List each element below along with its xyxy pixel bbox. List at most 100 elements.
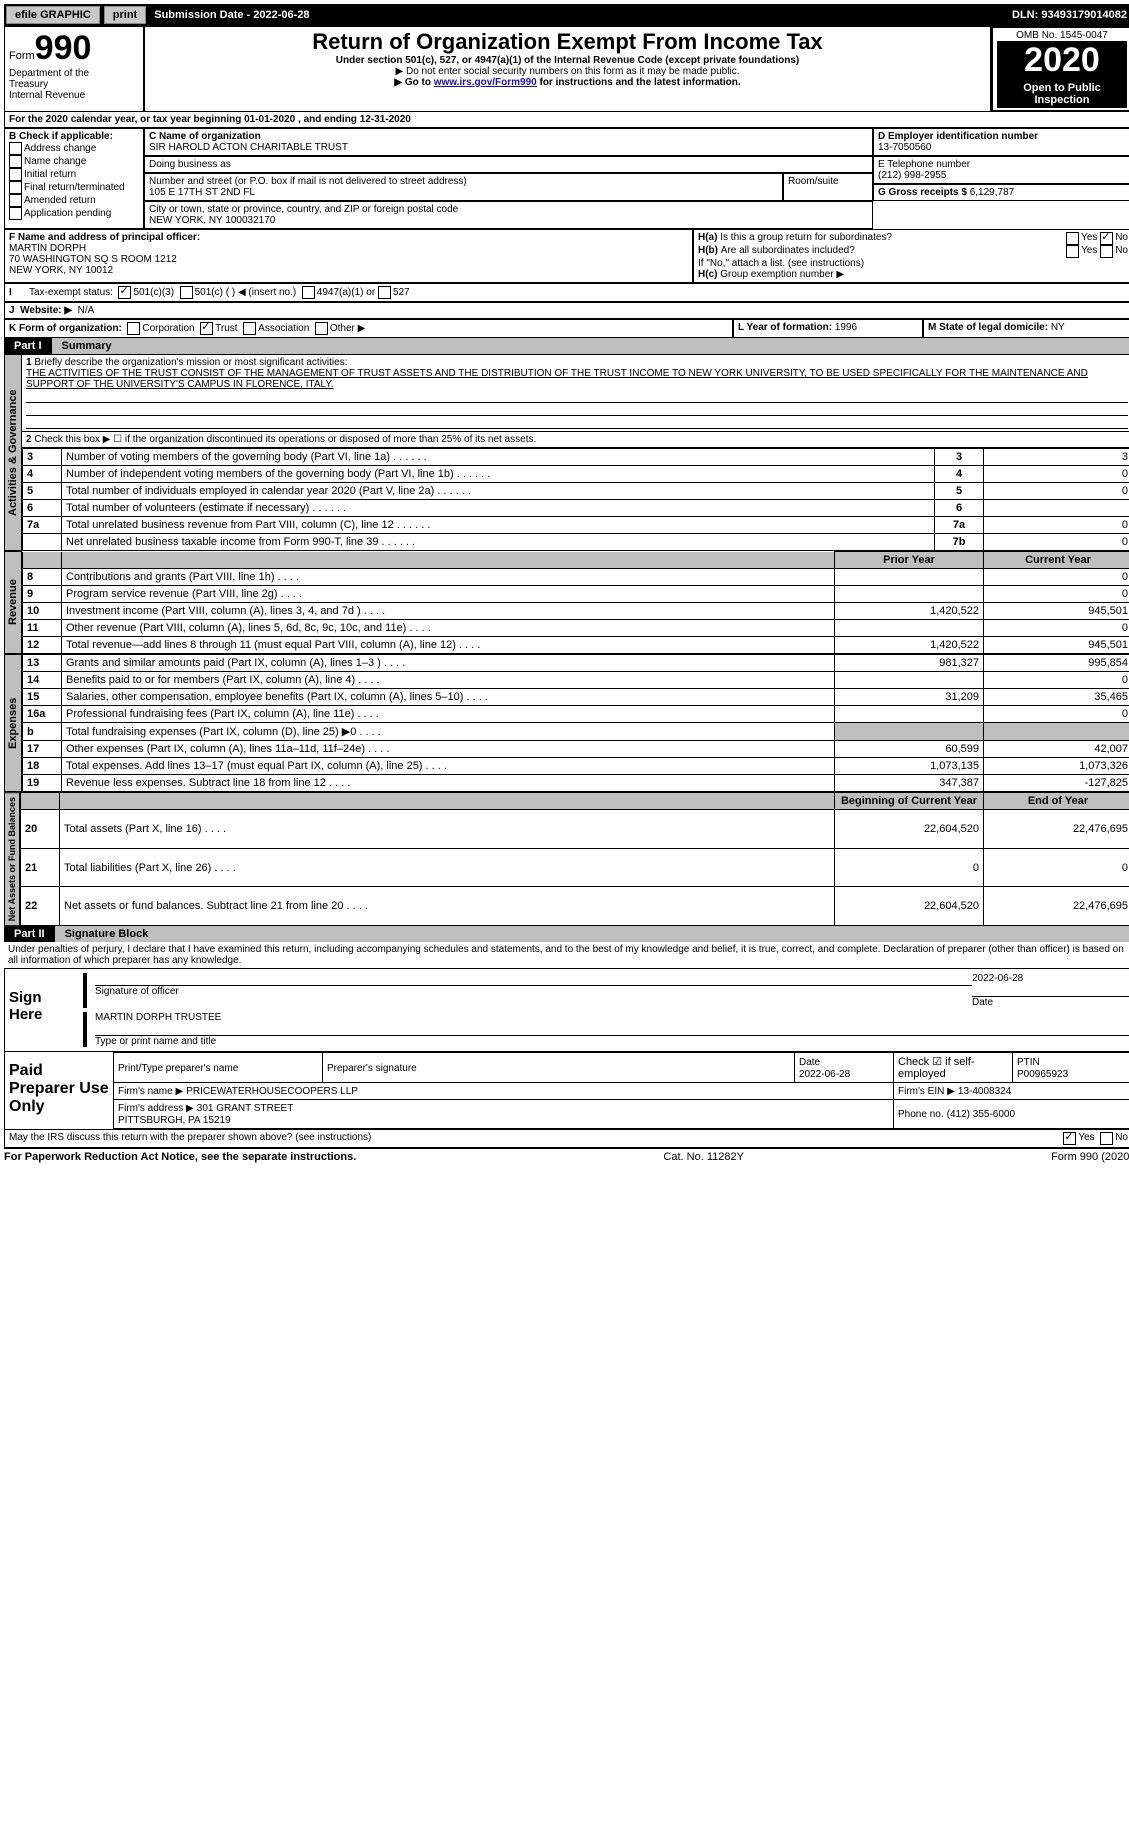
box-k-label: K Form of organization: (9, 323, 122, 334)
part1-header: Part I Summary (4, 338, 1129, 354)
checkbox-name-change[interactable] (9, 155, 22, 168)
city-label: City or town, state or province, country… (149, 204, 868, 215)
mission-text: THE ACTIVITIES OF THE TRUST CONSIST OF T… (26, 368, 1088, 390)
checkbox-amended[interactable] (9, 194, 22, 207)
table-row: 14Benefits paid to or for members (Part … (23, 672, 1129, 689)
table-row: 19Revenue less expenses. Subtract line 1… (23, 775, 1129, 792)
website-value: N/A (78, 305, 95, 316)
form-word: Form (9, 50, 35, 62)
ha-tag: H(a) (698, 232, 717, 245)
prep-name-label: Print/Type preparer's name (118, 1063, 238, 1074)
footer-mid: Cat. No. 11282Y (663, 1151, 744, 1163)
dln-label: DLN: (1012, 9, 1041, 21)
cb-527[interactable] (378, 286, 391, 299)
table-row: 16aProfessional fundraising fees (Part I… (23, 706, 1129, 723)
table-row: 20Total assets (Part X, line 16) . . . .… (21, 810, 1129, 849)
checkbox-address-change[interactable] (9, 142, 22, 155)
firm-name-label: Firm's name ▶ (118, 1086, 183, 1097)
firm-addr1: 301 GRANT STREET (197, 1103, 294, 1114)
hb-no: No (1115, 245, 1128, 258)
table-row: 5Total number of individuals employed in… (23, 483, 1129, 500)
note2-post: for instructions and the latest informat… (537, 77, 741, 88)
governance-table: 3Number of voting members of the governi… (22, 448, 1129, 551)
officer-name-title: MARTIN DORPH TRUSTEE (95, 1012, 1129, 1023)
ha-text: Is this a group return for subordinates? (720, 232, 1066, 245)
discuss-text: May the IRS discuss this return with the… (9, 1132, 1063, 1145)
cb-501c3[interactable] (118, 286, 131, 299)
street-value: 105 E 17TH ST 2ND FL (149, 187, 778, 198)
firm-phone: (412) 355-6000 (947, 1109, 1015, 1120)
discuss-yes-checkbox[interactable] (1063, 1132, 1076, 1145)
opt-assoc: Association (258, 323, 309, 334)
table-row: 11Other revenue (Part VIII, column (A), … (23, 620, 1129, 637)
table-row: 18Total expenses. Add lines 13–17 (must … (23, 758, 1129, 775)
cb-corp[interactable] (127, 322, 140, 335)
tab-expenses: Expenses (4, 654, 22, 792)
firm-ein: 13-4008324 (958, 1086, 1011, 1097)
box-l-label: L Year of formation: (738, 322, 832, 333)
hc-tag: H(c) (698, 269, 717, 280)
form990-link[interactable]: www.irs.gov/Form990 (434, 77, 537, 88)
checkbox-app-pending[interactable] (9, 207, 22, 220)
table-row: 9Program service revenue (Part VIII, lin… (23, 586, 1129, 603)
phone-value: (212) 998-2955 (878, 170, 1128, 181)
cb-other[interactable] (315, 322, 328, 335)
col-current: Current Year (984, 552, 1129, 569)
cb-4947[interactable] (302, 286, 315, 299)
omb-number: OMB No. 1545-0047 (997, 30, 1127, 41)
efile-button[interactable]: efile GRAPHIC (6, 6, 100, 24)
open-public-1: Open to Public (1001, 82, 1123, 94)
part1-title: Summary (52, 338, 1129, 354)
table-row: 17Other expenses (Part IX, column (A), l… (23, 741, 1129, 758)
discuss-yes: Yes (1078, 1132, 1094, 1145)
open-public-2: Inspection (1001, 94, 1123, 106)
state-domicile: NY (1051, 322, 1065, 333)
revenue-table: Prior Year Current Year 8Contributions a… (22, 551, 1129, 654)
hb-yes: Yes (1081, 245, 1097, 258)
opt-527: 527 (393, 287, 410, 298)
city-value: NEW YORK, NY 100032170 (149, 215, 868, 226)
box-m-label: M State of legal domicile: (928, 322, 1048, 333)
cb-assoc[interactable] (243, 322, 256, 335)
opt-4947: 4947(a)(1) or (317, 287, 375, 298)
gross-receipts: 6,129,787 (970, 187, 1015, 198)
tab-governance: Activities & Governance (4, 354, 22, 551)
box-d-label: D Employer identification number (878, 131, 1128, 142)
opt-name-change: Name change (24, 156, 86, 167)
part2-header: Part II Signature Block (4, 926, 1129, 942)
col-begin: Beginning of Current Year (835, 793, 984, 810)
dln-value: 93493179014082 (1041, 9, 1127, 21)
discuss-no-checkbox[interactable] (1100, 1132, 1113, 1145)
prep-sig-label: Preparer's signature (327, 1063, 417, 1074)
col-prior: Prior Year (835, 552, 984, 569)
netassets-table: Beginning of Current Year End of Year 20… (20, 792, 1129, 926)
opt-501c3: 501(c)(3) (133, 287, 174, 298)
ha-yes-checkbox[interactable] (1066, 232, 1079, 245)
ha-no-checkbox[interactable] (1100, 232, 1113, 245)
dept-line1: Department of the (9, 68, 139, 79)
part2-title: Signature Block (55, 926, 1129, 942)
footer-left: For Paperwork Reduction Act Notice, see … (4, 1151, 356, 1163)
print-button[interactable]: print (104, 6, 146, 24)
prep-date-label: Date (799, 1057, 820, 1068)
box-g-label: G Gross receipts $ (878, 187, 967, 198)
officer-name: MARTIN DORPH (9, 243, 688, 254)
opt-corp: Corporation (142, 323, 194, 334)
form-header: Form990 Department of the Treasury Inter… (4, 26, 1129, 112)
cb-trust[interactable] (200, 322, 213, 335)
hb-yes-checkbox[interactable] (1066, 245, 1079, 258)
period-line: For the 2020 calendar year, or tax year … (4, 112, 1129, 128)
checkbox-final-return[interactable] (9, 181, 22, 194)
firm-addr-label: Firm's address ▶ (118, 1103, 194, 1114)
cb-501c[interactable] (180, 286, 193, 299)
table-row: 6Total number of volunteers (estimate if… (23, 500, 1129, 517)
box-i-label: Tax-exempt status: (29, 287, 113, 298)
sig-date-label: Date (972, 997, 1129, 1008)
submission-date-label: Submission Date - (154, 9, 253, 21)
opt-501c: 501(c) ( ) ◀ (insert no.) (195, 287, 297, 298)
checkbox-initial-return[interactable] (9, 168, 22, 181)
line1-label: Briefly describe the organization's miss… (34, 357, 347, 368)
table-row: Net unrelated business taxable income fr… (23, 534, 1129, 551)
org-name: SIR HAROLD ACTON CHARITABLE TRUST (149, 142, 868, 153)
hb-no-checkbox[interactable] (1100, 245, 1113, 258)
